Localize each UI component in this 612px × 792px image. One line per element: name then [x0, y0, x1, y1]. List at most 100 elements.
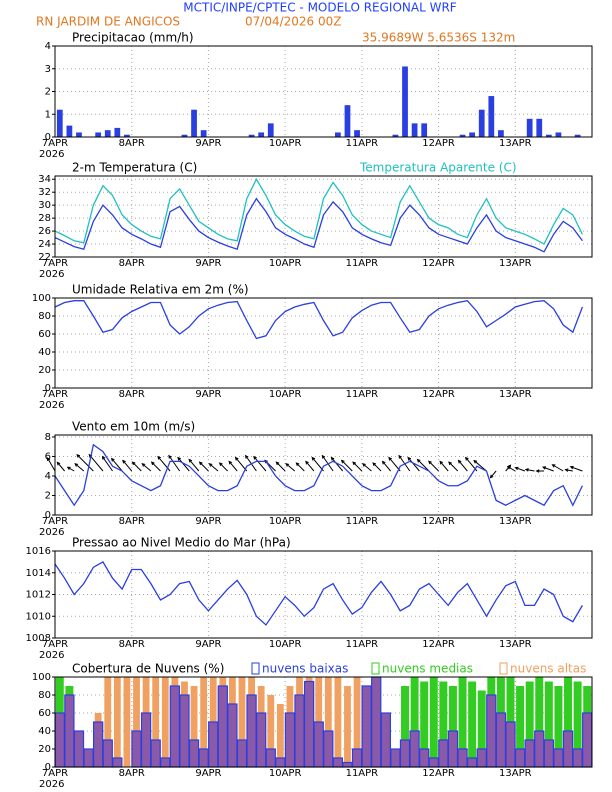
y-tick-label: 22 [38, 252, 51, 263]
panel-title: Vento em 10m (m/s) [72, 420, 195, 434]
bar [276, 704, 284, 767]
wind-arrow [542, 466, 554, 472]
wind-arrow-head [416, 458, 421, 463]
x-tick-label: 13APR [499, 768, 532, 779]
y-tick-label: 0 [45, 132, 51, 143]
bar [573, 681, 582, 767]
wind-arrow [507, 466, 516, 472]
y-tick-label: 3 [45, 64, 51, 75]
x-tick-label: 12APR [422, 258, 455, 269]
bar [380, 712, 391, 768]
bar [131, 730, 142, 768]
x-tick-label: 7APR [42, 258, 68, 269]
bar [256, 712, 267, 768]
wind-arrow-head [188, 458, 193, 463]
bar [217, 685, 228, 768]
wind-arrow-head [66, 466, 71, 471]
wind-arrow-head [305, 460, 309, 465]
bar [544, 681, 553, 767]
y-tick-label: 100 [32, 672, 51, 683]
y-tick-label: 28 [38, 213, 51, 224]
bar [92, 721, 104, 768]
bar [392, 134, 399, 137]
legend-swatch [499, 662, 508, 675]
y-tick-label: 24 [38, 239, 51, 250]
bar [534, 730, 545, 768]
bar [83, 748, 94, 768]
x-tick-label: 8APR [119, 516, 145, 527]
wind-arrow [321, 455, 334, 472]
x-tick-label: 11APR [346, 516, 379, 527]
bar [303, 680, 315, 768]
wind-arrow [74, 463, 85, 472]
wind-arrow [296, 462, 305, 472]
y-tick-label: 32 [38, 187, 51, 198]
bar [294, 694, 305, 768]
panel-title: Umidade Relativa em 2m (%) [72, 283, 249, 297]
wind-arrow-head [122, 459, 126, 464]
bar [73, 730, 85, 768]
x-tick-label: 9APR [195, 768, 221, 779]
x-tick-label: 10APR [269, 768, 302, 779]
y-tick-label: 2 [45, 87, 51, 98]
x-tick-label: 10APR [269, 258, 302, 269]
legend-swatch [371, 662, 380, 675]
bar [123, 677, 131, 767]
wind-arrow-head [74, 463, 79, 467]
y-tick-label: 4 [45, 41, 51, 52]
bar [238, 677, 246, 767]
x-tick-label: 9APR [195, 389, 221, 400]
bar [525, 681, 534, 767]
y-tick-label: 80 [38, 690, 51, 701]
wind-arrow [141, 463, 152, 472]
bar [354, 130, 360, 137]
bar [95, 132, 102, 137]
bar [469, 132, 476, 137]
bar [411, 123, 418, 137]
wind-arrow-head [388, 456, 392, 461]
y-tick-label: 0 [45, 383, 51, 394]
panel-frame [54, 434, 593, 516]
bar [402, 66, 408, 137]
x-tick-label: 8APR [119, 639, 145, 650]
x-tick-label: 9APR [195, 258, 221, 269]
bar [188, 739, 200, 768]
wind-arrow-head [473, 459, 478, 464]
wind-arrow-head [46, 457, 51, 462]
bar [160, 757, 171, 768]
bar [313, 721, 324, 768]
bar [275, 757, 286, 768]
wind-arrow [228, 461, 238, 472]
year-label: 2026 [39, 269, 64, 280]
year-label: 2026 [39, 149, 64, 160]
wind-arrow-head [244, 454, 249, 459]
y-tick-label: 40 [38, 726, 51, 737]
bar [468, 681, 477, 767]
wind-arrow-head [542, 466, 547, 470]
bar [54, 712, 65, 768]
y-tick-label: 20 [38, 365, 51, 376]
wind-arrow [382, 461, 392, 472]
bar [353, 677, 361, 767]
year-label: 2026 [39, 779, 64, 790]
bar [140, 712, 152, 768]
x-tick-label: 13APR [499, 258, 532, 269]
x-tick-label: 9APR [195, 516, 221, 527]
bar [448, 686, 457, 767]
wind-arrow-head [340, 459, 345, 464]
panel-frame [54, 175, 593, 258]
wind-arrow-head [352, 461, 357, 466]
bar [112, 757, 123, 768]
wind-arrow [168, 455, 181, 472]
bar [267, 123, 274, 137]
data-line [54, 560, 583, 626]
wind-arrow [448, 461, 459, 472]
y-tick-label: 0 [45, 762, 51, 773]
x-tick-label: 12APR [422, 768, 455, 779]
x-tick-label: 12APR [422, 389, 455, 400]
wind-arrow-head [76, 453, 81, 458]
bar [401, 686, 409, 767]
y-tick-label: 6 [45, 451, 51, 462]
panel-title: Precipitacao (mm/h) [72, 31, 194, 45]
wind-arrow-head [489, 474, 494, 479]
